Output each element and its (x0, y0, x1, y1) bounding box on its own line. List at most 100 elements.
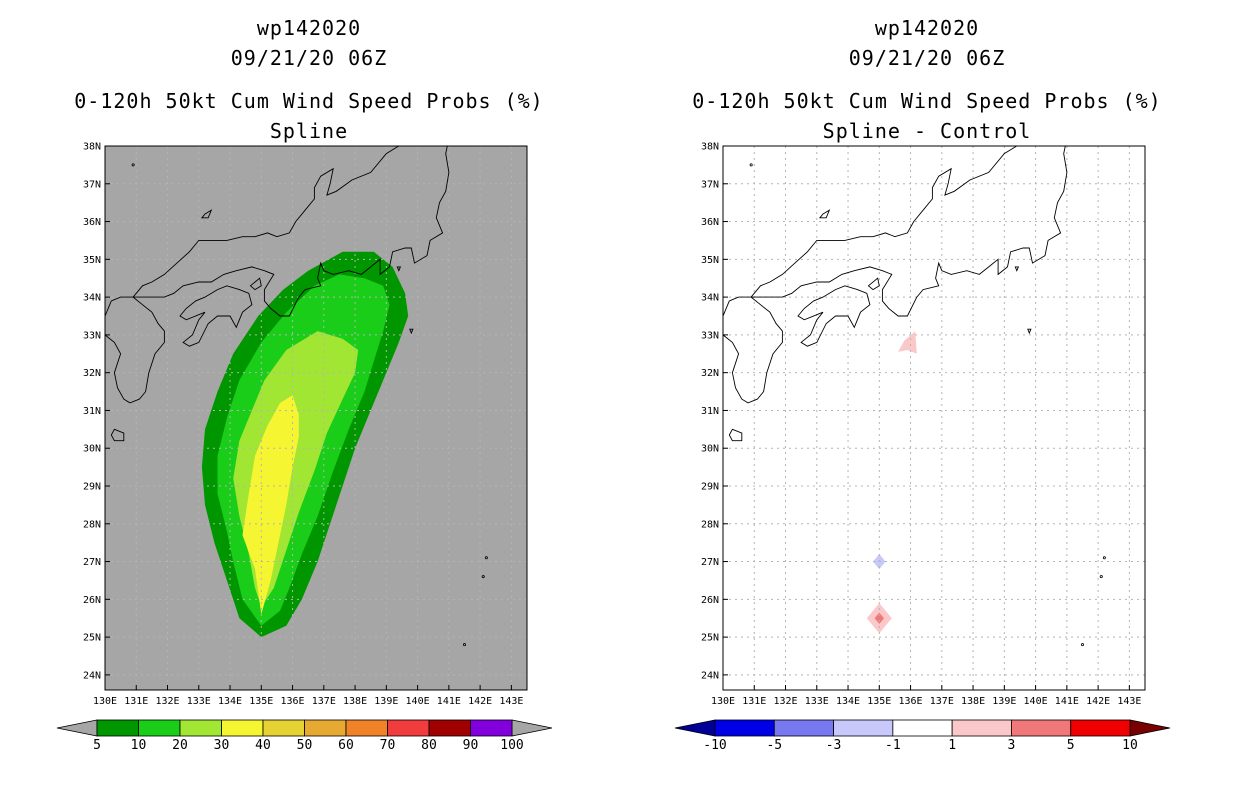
colorbar-segment (221, 719, 264, 737)
island-4 (396, 266, 402, 272)
colorbar-label: 30 (214, 738, 230, 753)
left-map-plot: 130E 131E 132E 133E 134E 135E 136E 137E 138E 139E… (56, 142, 553, 753)
right-panel: wp142020 09/21/20 06Z 0-120h 50kt Cum Wi… (618, 0, 1236, 800)
left-title-sub: Spline (269, 119, 349, 143)
coastline-3 (750, 146, 1018, 298)
coastline-4 (751, 146, 1068, 317)
lon-tick-label: 135E (249, 696, 273, 707)
lat-tick-label: 27N (701, 557, 719, 568)
colorbar-label: 60 (338, 738, 354, 753)
colorbar-under-arrow (674, 719, 716, 737)
islet-3 (481, 575, 485, 579)
colorbar-segment (345, 719, 388, 737)
colorbar-label: 5 (1067, 738, 1075, 753)
lat-tick-label: 32N (83, 368, 101, 379)
coastline-1 (797, 285, 871, 347)
map-content (723, 146, 1145, 690)
lon-tick-label: 131E (124, 696, 148, 707)
lon-tick-label: 142E (1086, 696, 1110, 707)
lon-tick-label: 133E (187, 696, 211, 707)
lon-tick-label: 133E (805, 696, 829, 707)
colorbar-label: 5 (93, 738, 101, 753)
colorbar-label: -5 (766, 738, 782, 753)
lon-tick-label: 141E (1055, 696, 1079, 707)
lon-tick-label: 138E (343, 696, 367, 707)
map-frame (104, 145, 528, 691)
coastline-3 (132, 146, 400, 298)
lon-tick-label: 142E (468, 696, 492, 707)
lat-tick-label: 25N (83, 633, 101, 644)
lat-tick-label: 31N (83, 406, 101, 417)
lat-tick-label: 25N (701, 633, 719, 644)
islet-4 (462, 643, 466, 647)
lon-tick-label: 138E (961, 696, 985, 707)
lat-tick-label: 30N (701, 444, 719, 455)
lat-tick-label: 36N (83, 217, 101, 228)
lon-tick-label: 140E (1024, 696, 1048, 707)
lat-tick-label: 29N (83, 482, 101, 493)
colorbar-segment (470, 719, 513, 737)
lat-tick-label: 30N (83, 444, 101, 455)
lat-tick-label: 28N (83, 519, 101, 530)
right-title-storm: wp142020 (874, 16, 980, 40)
colorbar-segment (951, 719, 1012, 737)
lat-tick-label: 37N (83, 179, 101, 190)
coastline-2 (105, 296, 165, 404)
colorbar-label: 100 (500, 738, 523, 753)
lat-tick-label: 33N (83, 330, 101, 341)
islet-2 (484, 556, 488, 560)
lon-tick-label: 132E (773, 696, 797, 707)
lon-tick-label: 134E (836, 696, 860, 707)
colorbar-label: 3 (1008, 738, 1016, 753)
contour-fill-1 (898, 331, 917, 354)
lon-tick-label: 131E (742, 696, 766, 707)
lat-tick-label: 27N (83, 557, 101, 568)
lat-tick-label: 24N (83, 670, 101, 681)
lat-tick-label: 28N (701, 519, 719, 530)
lat-tick-label: 31N (701, 406, 719, 417)
right-map-plot: 130E 131E 132E 133E 134E 135E 136E 137E 138E 139E… (674, 142, 1171, 753)
colorbar-segment (304, 719, 347, 737)
lon-tick-label: 137E (312, 696, 336, 707)
island-1 (110, 428, 125, 442)
colorbar-segment (892, 719, 953, 737)
lat-tick-label: 34N (83, 293, 101, 304)
lat-tick-label: 33N (701, 330, 719, 341)
contour-fill-4 (242, 395, 299, 615)
lat-tick-label: 38N (83, 142, 101, 153)
coastline-2 (723, 296, 783, 404)
colorbar-segment (1011, 719, 1072, 737)
colorbar-segment (428, 719, 471, 737)
lat-tick-label: 37N (701, 179, 719, 190)
right-title-sub: Spline - Control (822, 119, 1032, 143)
left-panel: wp142020 09/21/20 06Z 0-120h 50kt Cum Wi… (56, 16, 553, 753)
lat-tick-label: 36N (701, 217, 719, 228)
coastline-4 (133, 146, 450, 317)
colorbar-label: -1 (885, 738, 901, 753)
map-background (723, 146, 1145, 690)
colorbar-over-arrow (511, 719, 553, 737)
colorbar-label: 70 (380, 738, 396, 753)
left-title-time: 09/21/20 06Z (230, 46, 388, 70)
lat-tick-label: 32N (701, 368, 719, 379)
lon-tick-label: 143E (499, 696, 523, 707)
lat-tick-label: 24N (701, 670, 719, 681)
islet-2 (1102, 556, 1106, 560)
colorbar-label: -3 (826, 738, 842, 753)
island-5 (409, 328, 414, 335)
islet-1 (131, 163, 135, 167)
colorbar-segment (179, 719, 222, 737)
lat-tick-label: 26N (83, 595, 101, 606)
colorbar-segment (96, 719, 139, 737)
colorbar-over-arrow (1129, 719, 1171, 737)
colorbar-segment (387, 719, 430, 737)
lat-tick-label: 35N (701, 255, 719, 266)
island-1 (728, 428, 743, 442)
lon-tick-label: 136E (281, 696, 305, 707)
left-title-product: 0-120h 50kt Cum Wind Speed Probs (%) (74, 89, 544, 113)
left-title-storm: wp142020 (256, 16, 362, 40)
lon-tick-label: 136E (899, 696, 923, 707)
lon-tick-label: 132E (155, 696, 179, 707)
colorbar-label: 1 (948, 738, 956, 753)
lon-tick-label: 134E (218, 696, 242, 707)
